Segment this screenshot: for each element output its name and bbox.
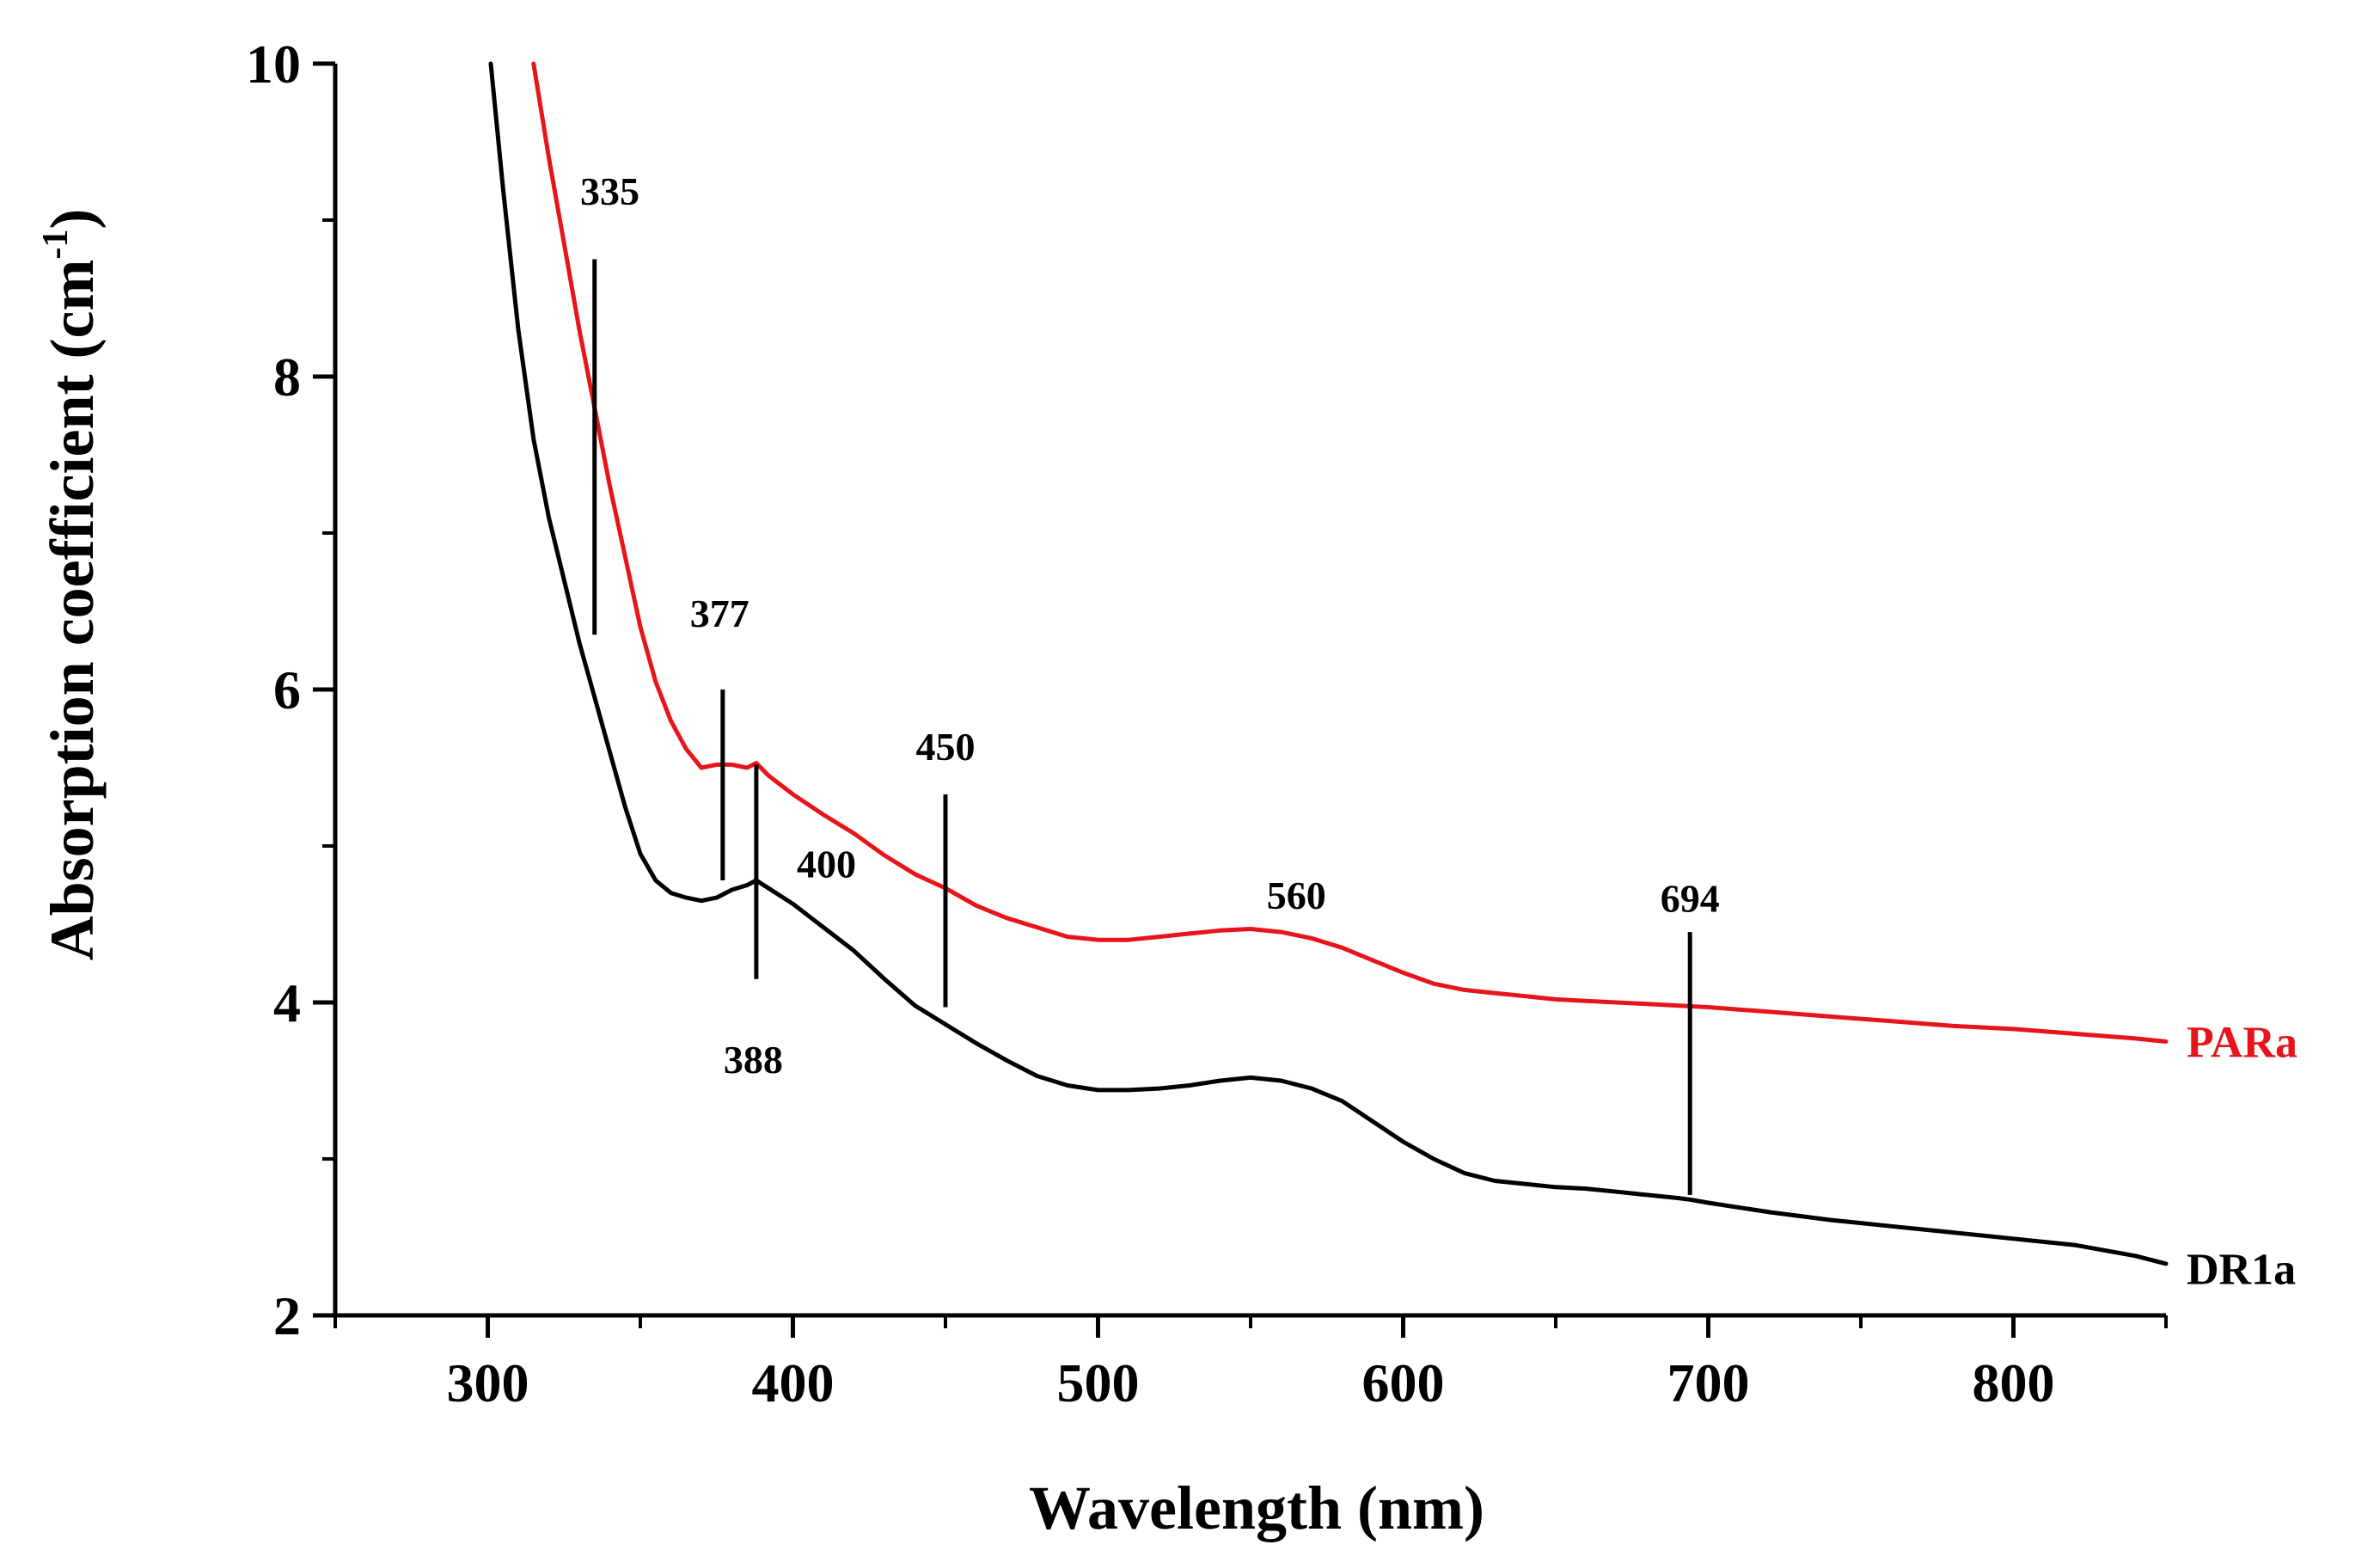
peak-label-377: 377 (690, 591, 749, 635)
series-line-para (531, 61, 2169, 1044)
peak-label-335: 335 (580, 169, 639, 213)
x-axis-title: Wavelength (nm) (1029, 1474, 1484, 1542)
series-label-dr1a: DR1a (2187, 1245, 2296, 1294)
peak-label-400: 400 (797, 842, 856, 886)
y-tick-label: 10 (246, 34, 301, 95)
y-axis-title: Absorption coefficient (cm-1) (36, 209, 107, 961)
y-tick-label: 4 (273, 972, 301, 1033)
peak-label-388: 388 (724, 1038, 783, 1082)
y-axis-title-close: ) (38, 209, 107, 230)
peak-label-560: 560 (1267, 873, 1326, 917)
peak-label-450: 450 (916, 725, 976, 769)
series-line-dr1a (488, 61, 2169, 1266)
y-tick-label: 6 (273, 659, 301, 720)
x-tick-label: 600 (1362, 1352, 1445, 1413)
x-tick-label: 400 (752, 1352, 835, 1413)
peak-label-694: 694 (1661, 876, 1720, 920)
x-tick-label: 700 (1667, 1352, 1750, 1413)
y-tick-label: 8 (273, 346, 301, 408)
series-lines (488, 61, 2169, 1266)
y-axis-title-main: Absorption coefficient (cm (38, 260, 107, 961)
x-tick-label: 500 (1057, 1352, 1140, 1413)
y-tick-label: 2 (273, 1285, 301, 1346)
x-tick-label: 300 (447, 1352, 529, 1413)
axes: 300 400 500 600 700 800 2 4 6 8 10 (246, 34, 2168, 1413)
peak-annotations: 335 377 388 400 450 560 694 PARa DR1a (580, 169, 2297, 1295)
series-label-para: PARa (2187, 1019, 2297, 1068)
y-axis-title-superscript: -1 (36, 230, 76, 260)
x-tick-label: 800 (1973, 1352, 2055, 1413)
axis-labels: Wavelength (nm) Absorption coefficient (… (36, 209, 1484, 1542)
